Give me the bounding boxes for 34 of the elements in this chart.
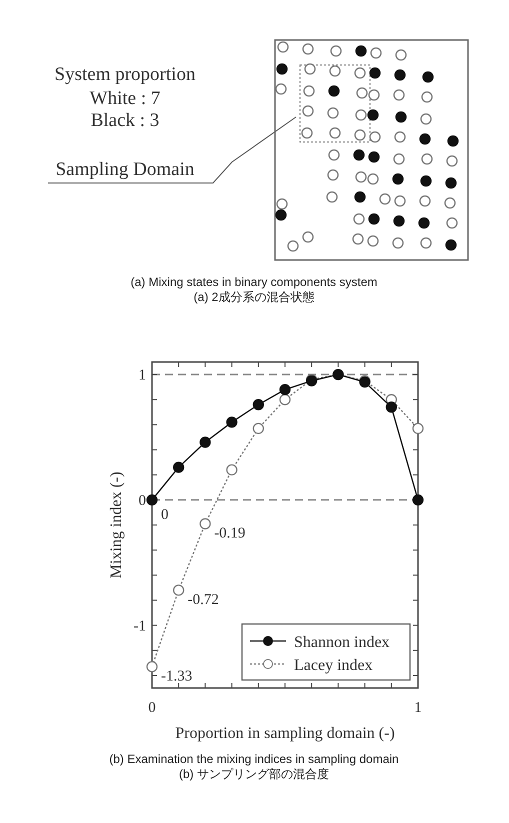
x-axis-title: Proportion in sampling domain (-) (175, 725, 395, 742)
y-tick-label: 1 (138, 368, 146, 384)
text: (a) Mixing states in binary components system (130, 275, 378, 289)
point (279, 384, 291, 396)
data-label: -0.19 (214, 526, 246, 542)
point (226, 416, 238, 428)
text: (b) サンプリング部の混合度 (179, 767, 329, 781)
text: (a) 2成分系の混合状態 (194, 290, 314, 304)
point (252, 422, 264, 434)
data-label: -0.72 (188, 592, 219, 608)
text: System proportion (54, 64, 196, 85)
point (412, 422, 424, 434)
y-axis-title: Mixing index (-) (108, 472, 125, 578)
point (386, 402, 397, 413)
text: Sampling Domain (56, 159, 195, 180)
point (279, 394, 291, 406)
point (412, 494, 424, 506)
text: Black : 3 (90, 110, 160, 131)
data-label: 0 (161, 506, 168, 523)
legend-label: Lacey index (294, 657, 373, 674)
point (200, 436, 211, 448)
text: White : 7 (90, 88, 160, 109)
legend-label: Shannon index (294, 634, 390, 651)
y-tick-label: -1 (134, 618, 146, 634)
point (200, 518, 211, 530)
point (226, 464, 238, 476)
text: (b) Examination the mixing indices in sampling domain (109, 752, 399, 766)
point (173, 462, 184, 473)
point (146, 494, 158, 506)
point (173, 584, 184, 596)
y-tick-label: 0 (138, 492, 146, 509)
point (252, 399, 264, 410)
data-label: -1.33 (161, 668, 192, 685)
point (146, 661, 158, 672)
